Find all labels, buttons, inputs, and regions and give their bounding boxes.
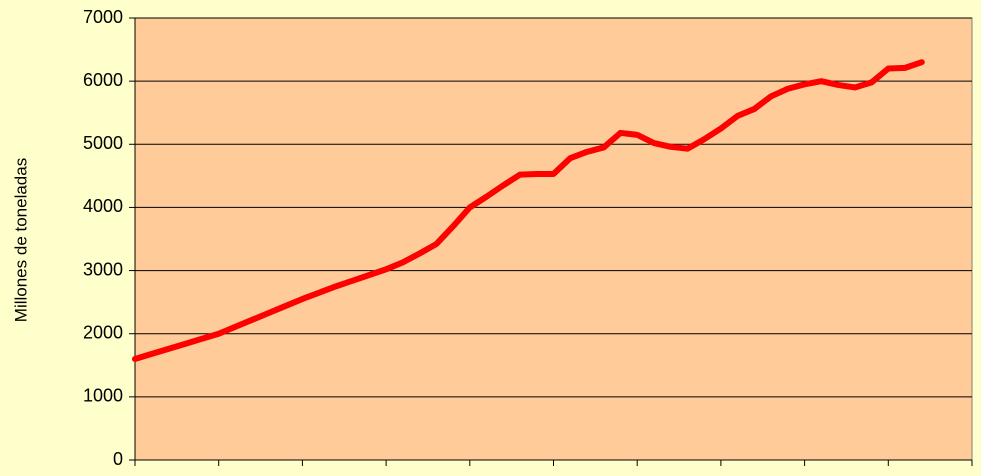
y-axis-label: Millones de toneladas (11, 158, 30, 322)
plot-area (134, 17, 973, 461)
data-line (132, 59, 925, 362)
y-tick-label: 1000 (83, 386, 123, 406)
y-tick-label: 6000 (83, 70, 123, 90)
y-tick-label: 7000 (83, 7, 123, 27)
y-tick-label: 3000 (83, 259, 123, 279)
y-tick-label: 2000 (83, 322, 123, 342)
y-tick-label: 0 (113, 449, 123, 469)
y-tick-label: 4000 (83, 196, 123, 216)
y-tick-label: 5000 (83, 133, 123, 153)
